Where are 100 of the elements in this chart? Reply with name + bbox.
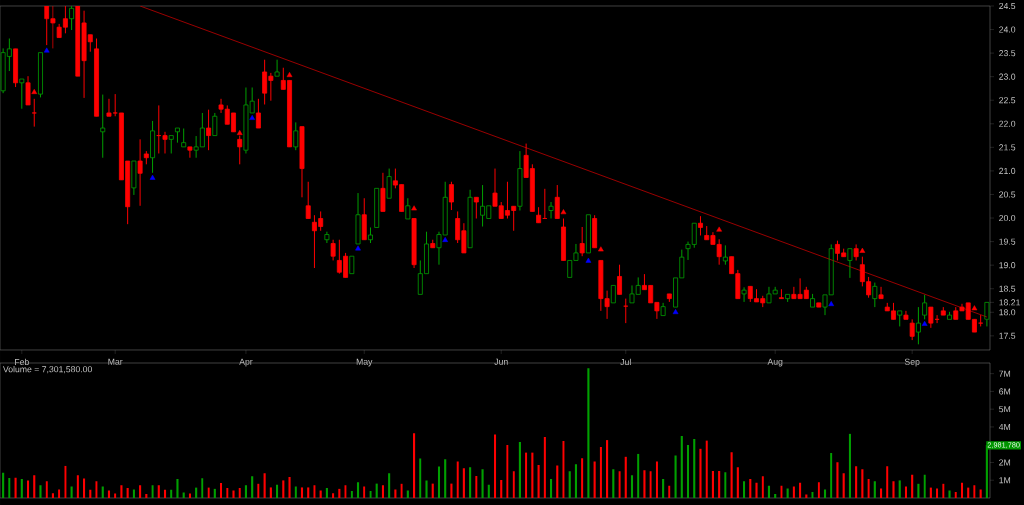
- candlestick: [305, 181, 311, 220]
- bar: [413, 433, 416, 498]
- point: [921, 320, 928, 326]
- x-tick-label: Apr: [239, 358, 253, 367]
- bar: [14, 477, 17, 498]
- bar: [244, 485, 248, 498]
- y-tick-label: 24.0: [999, 26, 1016, 33]
- candlestick: [617, 264, 622, 295]
- bar: [960, 482, 964, 498]
- bar: [537, 464, 540, 498]
- bar: [581, 458, 584, 498]
- candlestick: [187, 146, 193, 159]
- bar: [786, 488, 789, 498]
- bar: [855, 466, 858, 498]
- candlestick: [69, 5, 75, 31]
- bar: [817, 482, 820, 498]
- bar: [126, 488, 129, 498]
- bar: [132, 489, 135, 498]
- bar: [500, 480, 503, 498]
- x-tick-label: Jul: [620, 358, 631, 366]
- point: [236, 130, 243, 135]
- candlestick: [181, 128, 187, 148]
- bar: [469, 467, 472, 498]
- bar: [755, 482, 758, 498]
- candlestick: [698, 215, 703, 236]
- bar: [593, 461, 596, 498]
- candlestick: [380, 172, 386, 212]
- y-tick-label: 5M: [999, 406, 1011, 413]
- bar: [26, 480, 30, 498]
- bar: [145, 494, 148, 498]
- bar: [711, 470, 714, 498]
- bar: [431, 483, 434, 498]
- candlestick: [585, 214, 591, 254]
- x-tick-label: Mar: [108, 358, 123, 365]
- y-tick-label: 17.5: [999, 332, 1016, 339]
- candlestick: [785, 293, 791, 303]
- bar: [219, 483, 223, 498]
- bar: [693, 439, 696, 498]
- bar: [419, 458, 422, 498]
- x-tick-label: May: [356, 358, 373, 367]
- candlestick: [915, 306, 921, 345]
- bar: [45, 481, 48, 498]
- bar: [201, 478, 204, 498]
- candlestick: [168, 135, 174, 154]
- bar: [450, 483, 453, 498]
- bar: [257, 483, 260, 498]
- bar: [973, 485, 976, 498]
- bar: [574, 464, 578, 498]
- y-tick-label: 21.5: [999, 144, 1016, 151]
- bar: [294, 486, 297, 498]
- point: [149, 174, 156, 180]
- point: [828, 301, 835, 307]
- bar: [506, 445, 509, 498]
- bar: [830, 453, 833, 498]
- candlestick: [150, 120, 156, 174]
- candlestick: [467, 189, 473, 249]
- bar: [456, 461, 459, 498]
- bar: [848, 433, 851, 498]
- bar: [518, 442, 521, 498]
- bar: [375, 483, 378, 498]
- bar: [120, 485, 123, 498]
- candlestick: [330, 239, 336, 261]
- bar: [680, 436, 683, 498]
- bar: [767, 485, 771, 498]
- bar: [282, 480, 285, 498]
- bar: [686, 445, 690, 498]
- point: [971, 305, 978, 311]
- candlestick: [206, 109, 212, 151]
- candlestick: [131, 160, 137, 196]
- bar: [873, 481, 876, 498]
- bar: [356, 482, 360, 498]
- candlestick: [255, 98, 261, 129]
- candlestick: [355, 192, 361, 245]
- bar: [39, 485, 42, 498]
- point: [672, 309, 679, 315]
- point: [442, 236, 449, 242]
- bar: [263, 473, 266, 498]
- bar: [213, 488, 216, 498]
- x-tick-label: Aug: [767, 358, 783, 367]
- bar: [101, 486, 104, 498]
- bar: [338, 488, 341, 498]
- bar: [861, 469, 864, 498]
- bar: [170, 489, 173, 498]
- bar: [886, 466, 889, 498]
- y-tick-label: 18.21: [999, 299, 1020, 306]
- y-tick-label: 4M: [998, 423, 1011, 430]
- bar: [139, 485, 142, 498]
- candlestick: [610, 285, 616, 304]
- bar: [381, 485, 384, 498]
- bar: [325, 488, 328, 498]
- point: [716, 226, 722, 232]
- bar: [948, 490, 951, 498]
- bar: [929, 487, 932, 498]
- bar: [525, 452, 528, 498]
- bar: [58, 489, 61, 498]
- candlestick: [660, 302, 666, 316]
- bar: [251, 476, 254, 498]
- bar: [332, 493, 335, 498]
- bar: [799, 482, 802, 498]
- bar: [823, 489, 827, 498]
